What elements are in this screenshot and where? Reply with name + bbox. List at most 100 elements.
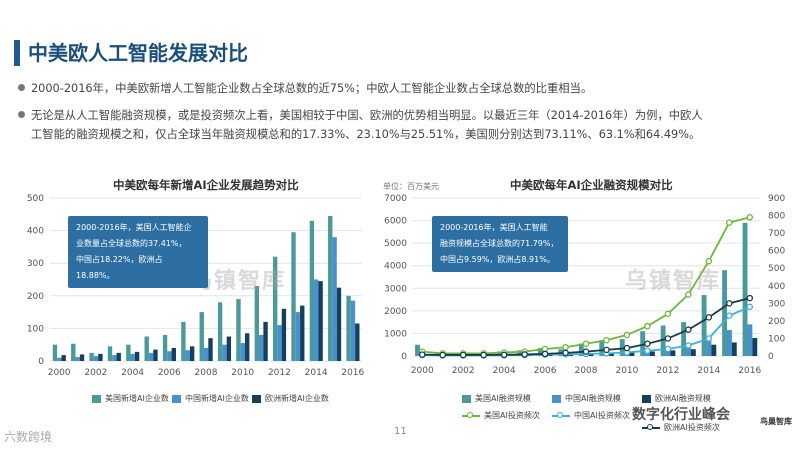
chart2-point-2 (644, 340, 651, 347)
legend-eu-funding: 欧洲AI融资规模 (642, 393, 711, 404)
chart1-callout-line: 2000-2016年，美国人工智能企 (76, 223, 192, 232)
chart2-point-1 (705, 335, 713, 342)
chart1-bar-1 (222, 344, 227, 361)
bullet-text-1: 2000-2016年，中美欧新增人工智能企业数占全球总数的近75%；中欧人工智能… (31, 82, 593, 95)
chart2-point-2 (418, 351, 426, 358)
chart2-bar-0 (599, 340, 605, 356)
chart2-bar-0 (537, 348, 543, 356)
chart2-bar-1 (727, 330, 732, 356)
chart1-bar-1 (277, 325, 282, 361)
chart2-y-tick-right: 500 (768, 264, 785, 274)
chart2-bar-1 (645, 352, 650, 356)
chart1-bar-1 (203, 347, 209, 361)
watermark-right: 乌镇智库 (625, 269, 722, 294)
chart2-x-tick: 2008 (575, 366, 598, 376)
chart1-bar-0 (328, 215, 333, 361)
legend-swatch (552, 394, 561, 403)
chart1-bar-2 (153, 349, 158, 361)
bullet-icon (18, 84, 25, 91)
chart1-bar-1 (332, 237, 337, 361)
chart2-point-1 (644, 347, 651, 354)
legend-swatch (92, 394, 101, 403)
page-title: 中美欧人工智能发展对比 (28, 41, 248, 65)
chart1-bar-1 (57, 357, 62, 361)
chart1-bar-0 (199, 312, 204, 361)
bullet-icon (18, 111, 25, 118)
chart1-bar-1 (185, 350, 190, 361)
legend-us-new: 美国新增AI企业数 (92, 393, 169, 404)
chart2-point-0 (562, 343, 569, 351)
chart2-bar-2 (711, 344, 717, 356)
chart1-bar-0 (254, 286, 260, 361)
chart2-point-0 (603, 336, 610, 344)
chart1-x-tick: 2006 (158, 368, 181, 378)
chart2-bar-2 (609, 353, 614, 356)
chart1-bar-1 (167, 351, 172, 361)
chart2-bar-2 (588, 353, 594, 356)
chart2-bar-1 (686, 346, 691, 356)
chart2-callout: 2000-2016年，美国人工智能 融资规模占全球总数的71.79%， 中国占9… (432, 216, 568, 272)
chart2-x-tick: 2002 (452, 366, 475, 376)
chart1-bar-1 (314, 279, 319, 361)
chart1-bar-0 (346, 295, 351, 361)
chart2-bar-2 (649, 351, 655, 356)
chart1-bar-1 (148, 352, 154, 361)
chart1-bar-1 (75, 357, 80, 361)
chart2-bar-2 (752, 337, 758, 356)
chart1-x-tick: 2004 (121, 368, 144, 378)
chart2-bar-1 (747, 324, 753, 356)
bullet-point-2: 无论是从人工智能融资规模，或是投资频次上看，美国相较于中国、欧洲的优势相当明显。… (18, 106, 788, 144)
chart1-bar-0 (181, 321, 186, 361)
chart1-bar-0 (107, 346, 113, 361)
legend-cn-freq: 中国AI投资频次 (552, 410, 630, 421)
chart2-point-2 (685, 326, 692, 333)
chart2-point-0 (664, 310, 672, 318)
chart1-x-tick: 2008 (195, 368, 218, 378)
legend-line-marker (642, 423, 660, 430)
chart2-bar-2 (568, 354, 573, 356)
chart1-x-tick: 2000 (48, 368, 71, 378)
chart2-bar-0 (619, 339, 625, 356)
chart1-bar-2 (116, 352, 121, 361)
chart2-y-tick-right: 700 (768, 229, 785, 239)
chart2-y-tick-right: 100 (768, 334, 785, 344)
chart2-bar-0 (660, 325, 666, 356)
footer-brand-left: 六数跨境 (4, 430, 53, 444)
footer-brand-right: 数字化行业峰会 (632, 407, 730, 423)
chart2-bar-0 (415, 344, 420, 356)
chart1-bar-1 (240, 343, 246, 361)
chart2-y-tick-left: 4000 (384, 262, 407, 272)
chart1-bar-0 (236, 299, 241, 361)
chart2-x-tick: 2010 (615, 366, 638, 376)
legend-us-funding: 美国AI融资规模 (462, 393, 531, 404)
chart2-callout-line: 融资规模占全球总数的71.79%， (440, 239, 559, 248)
chart2-y-tick-right: 800 (768, 212, 785, 222)
chart2-point-2 (705, 314, 713, 321)
legend-label: 中国AI融资规模 (565, 394, 621, 403)
chart2-bar-2 (731, 342, 737, 356)
chart1-bar-2 (336, 287, 342, 361)
chart2-bar-2 (690, 349, 696, 356)
chart1-x-tick: 2002 (84, 368, 107, 378)
chart2-x-tick: 2000 (411, 366, 434, 376)
chart1-bar-2 (61, 355, 66, 361)
chart1-title: 中美欧每年新增AI企业发展趋势对比 (113, 178, 299, 192)
chart1-y-tick: 200 (27, 292, 44, 302)
legend-label: 中国新增AI企业数 (185, 394, 249, 403)
chart1-x-tick: 2010 (231, 368, 254, 378)
legend-label: 欧洲AI融资规模 (655, 394, 711, 403)
chart2-unit-label: 单位：百万美元 (383, 182, 439, 191)
chart2-x-tick: 2016 (738, 366, 761, 376)
chart2-y-tick-right: 0 (768, 352, 774, 362)
chart1-x-tick: 2012 (268, 368, 291, 378)
chart1-y-tick: 100 (27, 324, 44, 334)
chart1-bar-1 (350, 300, 356, 361)
chart1-bar-1 (295, 312, 301, 361)
chart2-point-2 (603, 346, 610, 354)
chart1-bar-2 (189, 346, 195, 361)
legend-us-freq: 美国AI投资频次 (462, 410, 540, 421)
chart2-bar-2 (547, 354, 553, 356)
chart2-bar-2 (629, 352, 635, 356)
chart2-bar-1 (665, 351, 671, 356)
